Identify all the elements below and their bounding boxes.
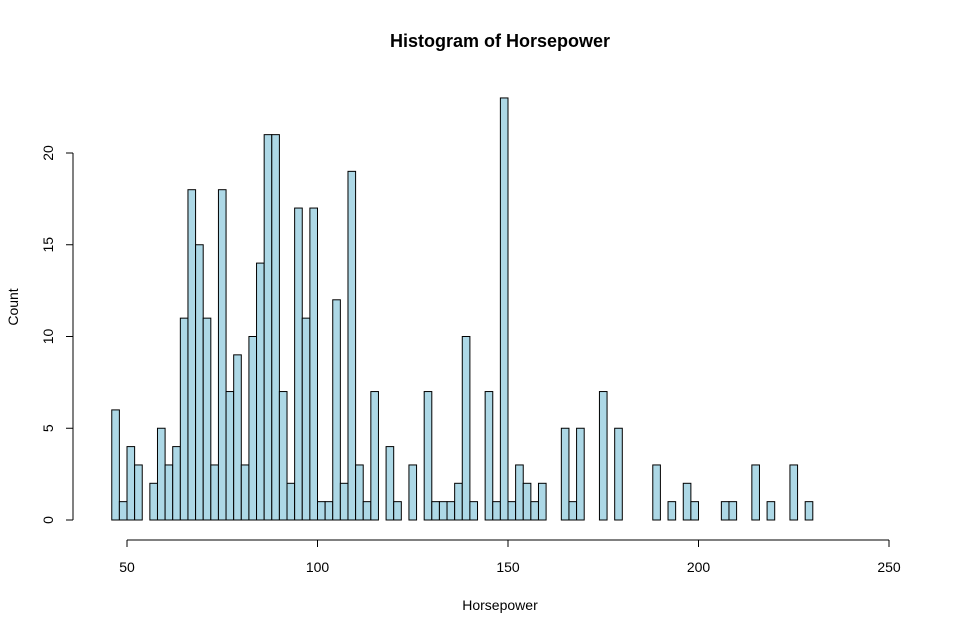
y-tick-label: 20 — [40, 145, 56, 161]
histogram-bar — [804, 501, 814, 521]
histogram-bar — [598, 391, 608, 521]
histogram-bar — [469, 501, 479, 521]
histogram-bar — [164, 464, 174, 521]
histogram-bar — [301, 317, 311, 521]
histogram-bar — [271, 134, 280, 521]
histogram-bar — [248, 336, 258, 521]
histogram-bar — [499, 97, 509, 521]
histogram-bar — [187, 189, 197, 521]
histogram-bar — [667, 501, 677, 521]
histogram-bar — [568, 501, 578, 521]
histogram-bar — [492, 501, 501, 521]
histogram-bar — [286, 482, 296, 521]
x-tick-label: 250 — [877, 559, 901, 575]
x-tick-label: 50 — [119, 559, 135, 575]
y-tick-label: 15 — [40, 237, 56, 253]
histogram-bar — [560, 427, 570, 521]
histogram-bar — [309, 207, 319, 521]
histogram-bar — [195, 244, 204, 521]
histogram-bar — [431, 501, 440, 521]
histogram-bar — [537, 482, 547, 521]
histogram-bar — [652, 464, 661, 521]
histogram-bar — [446, 501, 456, 521]
histogram-bar — [393, 501, 402, 521]
histogram-bar — [362, 501, 372, 521]
chart-title: Histogram of Horsepower — [390, 31, 610, 51]
y-axis: 0 5 10 15 20 — [40, 145, 74, 524]
y-tick-label: 10 — [40, 329, 56, 345]
histogram-bar — [347, 170, 357, 521]
histogram-bar — [766, 501, 776, 521]
histogram-bar — [438, 501, 448, 521]
bars-group — [111, 97, 814, 521]
histogram-bar — [210, 464, 219, 521]
histogram-bar — [256, 262, 265, 521]
histogram-bar — [111, 409, 120, 521]
histogram-bar — [294, 207, 303, 521]
histogram-bar — [728, 501, 738, 521]
histogram-bar — [454, 482, 463, 521]
x-tick-label: 100 — [306, 559, 330, 575]
histogram-bar — [339, 482, 349, 521]
histogram-bar — [156, 427, 166, 521]
histogram-bar — [682, 482, 692, 521]
histogram-bar — [355, 464, 364, 521]
histogram-bar — [720, 501, 730, 521]
y-axis-title: Count — [5, 288, 21, 325]
histogram-bar — [317, 501, 326, 521]
histogram-bar — [484, 391, 494, 521]
histogram-bar — [149, 482, 158, 521]
histogram-bar — [118, 501, 128, 521]
histogram-bar — [278, 391, 288, 521]
histogram-bar — [332, 299, 341, 521]
histogram-bar — [385, 446, 395, 521]
y-tick-label: 0 — [40, 516, 56, 524]
histogram-bar — [515, 464, 524, 521]
histogram-bar — [324, 501, 334, 521]
histogram-bar — [233, 354, 242, 521]
histogram-bar — [179, 317, 189, 521]
y-tick-label: 5 — [40, 424, 56, 432]
histogram-bar — [507, 501, 517, 521]
histogram-bar — [408, 464, 418, 521]
histogram-bar — [614, 427, 623, 521]
x-tick-label: 200 — [687, 559, 711, 575]
histogram-bar — [370, 391, 379, 521]
histogram-bar — [225, 391, 235, 521]
histogram-bar — [789, 464, 799, 521]
x-axis-title: Horsepower — [462, 597, 538, 613]
histogram-bar — [134, 464, 143, 521]
histogram-bar — [263, 134, 273, 521]
histogram-bar — [690, 501, 700, 521]
histogram-bar — [240, 464, 250, 521]
x-tick-label: 150 — [496, 559, 520, 575]
histogram-bar — [461, 336, 471, 521]
histogram-bar — [751, 464, 760, 521]
histogram-bar — [522, 482, 532, 521]
histogram-bar — [530, 501, 539, 521]
histogram-bar — [202, 317, 212, 521]
histogram-bar — [172, 446, 181, 521]
x-axis: 50 100 150 200 250 — [119, 539, 901, 575]
histogram-bar — [576, 427, 585, 521]
histogram-bar — [423, 391, 433, 521]
histogram-bar — [217, 189, 227, 521]
histogram-bar — [126, 446, 136, 521]
